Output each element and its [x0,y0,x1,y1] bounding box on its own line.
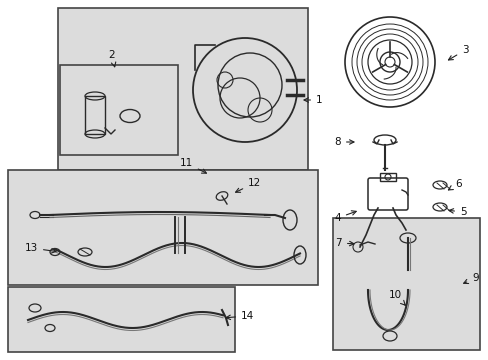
Text: 14: 14 [225,311,254,321]
Text: 7: 7 [335,238,353,248]
Bar [8,287,235,352]
Text: 8: 8 [334,137,353,147]
Bar [60,65,178,155]
Text: 13: 13 [25,243,56,253]
Text: 2: 2 [108,50,116,67]
Text: 4: 4 [334,211,355,223]
Text: 1: 1 [304,95,322,105]
Text: 9: 9 [463,273,478,284]
Bar [379,173,395,181]
Text: 12: 12 [235,178,261,192]
Bar [85,96,105,134]
Bar [332,218,479,350]
Text: 3: 3 [447,45,468,60]
Bar [58,8,307,170]
Bar [8,170,317,285]
Text: 5: 5 [448,207,466,217]
Text: 10: 10 [388,290,405,305]
Text: 6: 6 [447,179,461,190]
Text: 11: 11 [180,158,206,173]
